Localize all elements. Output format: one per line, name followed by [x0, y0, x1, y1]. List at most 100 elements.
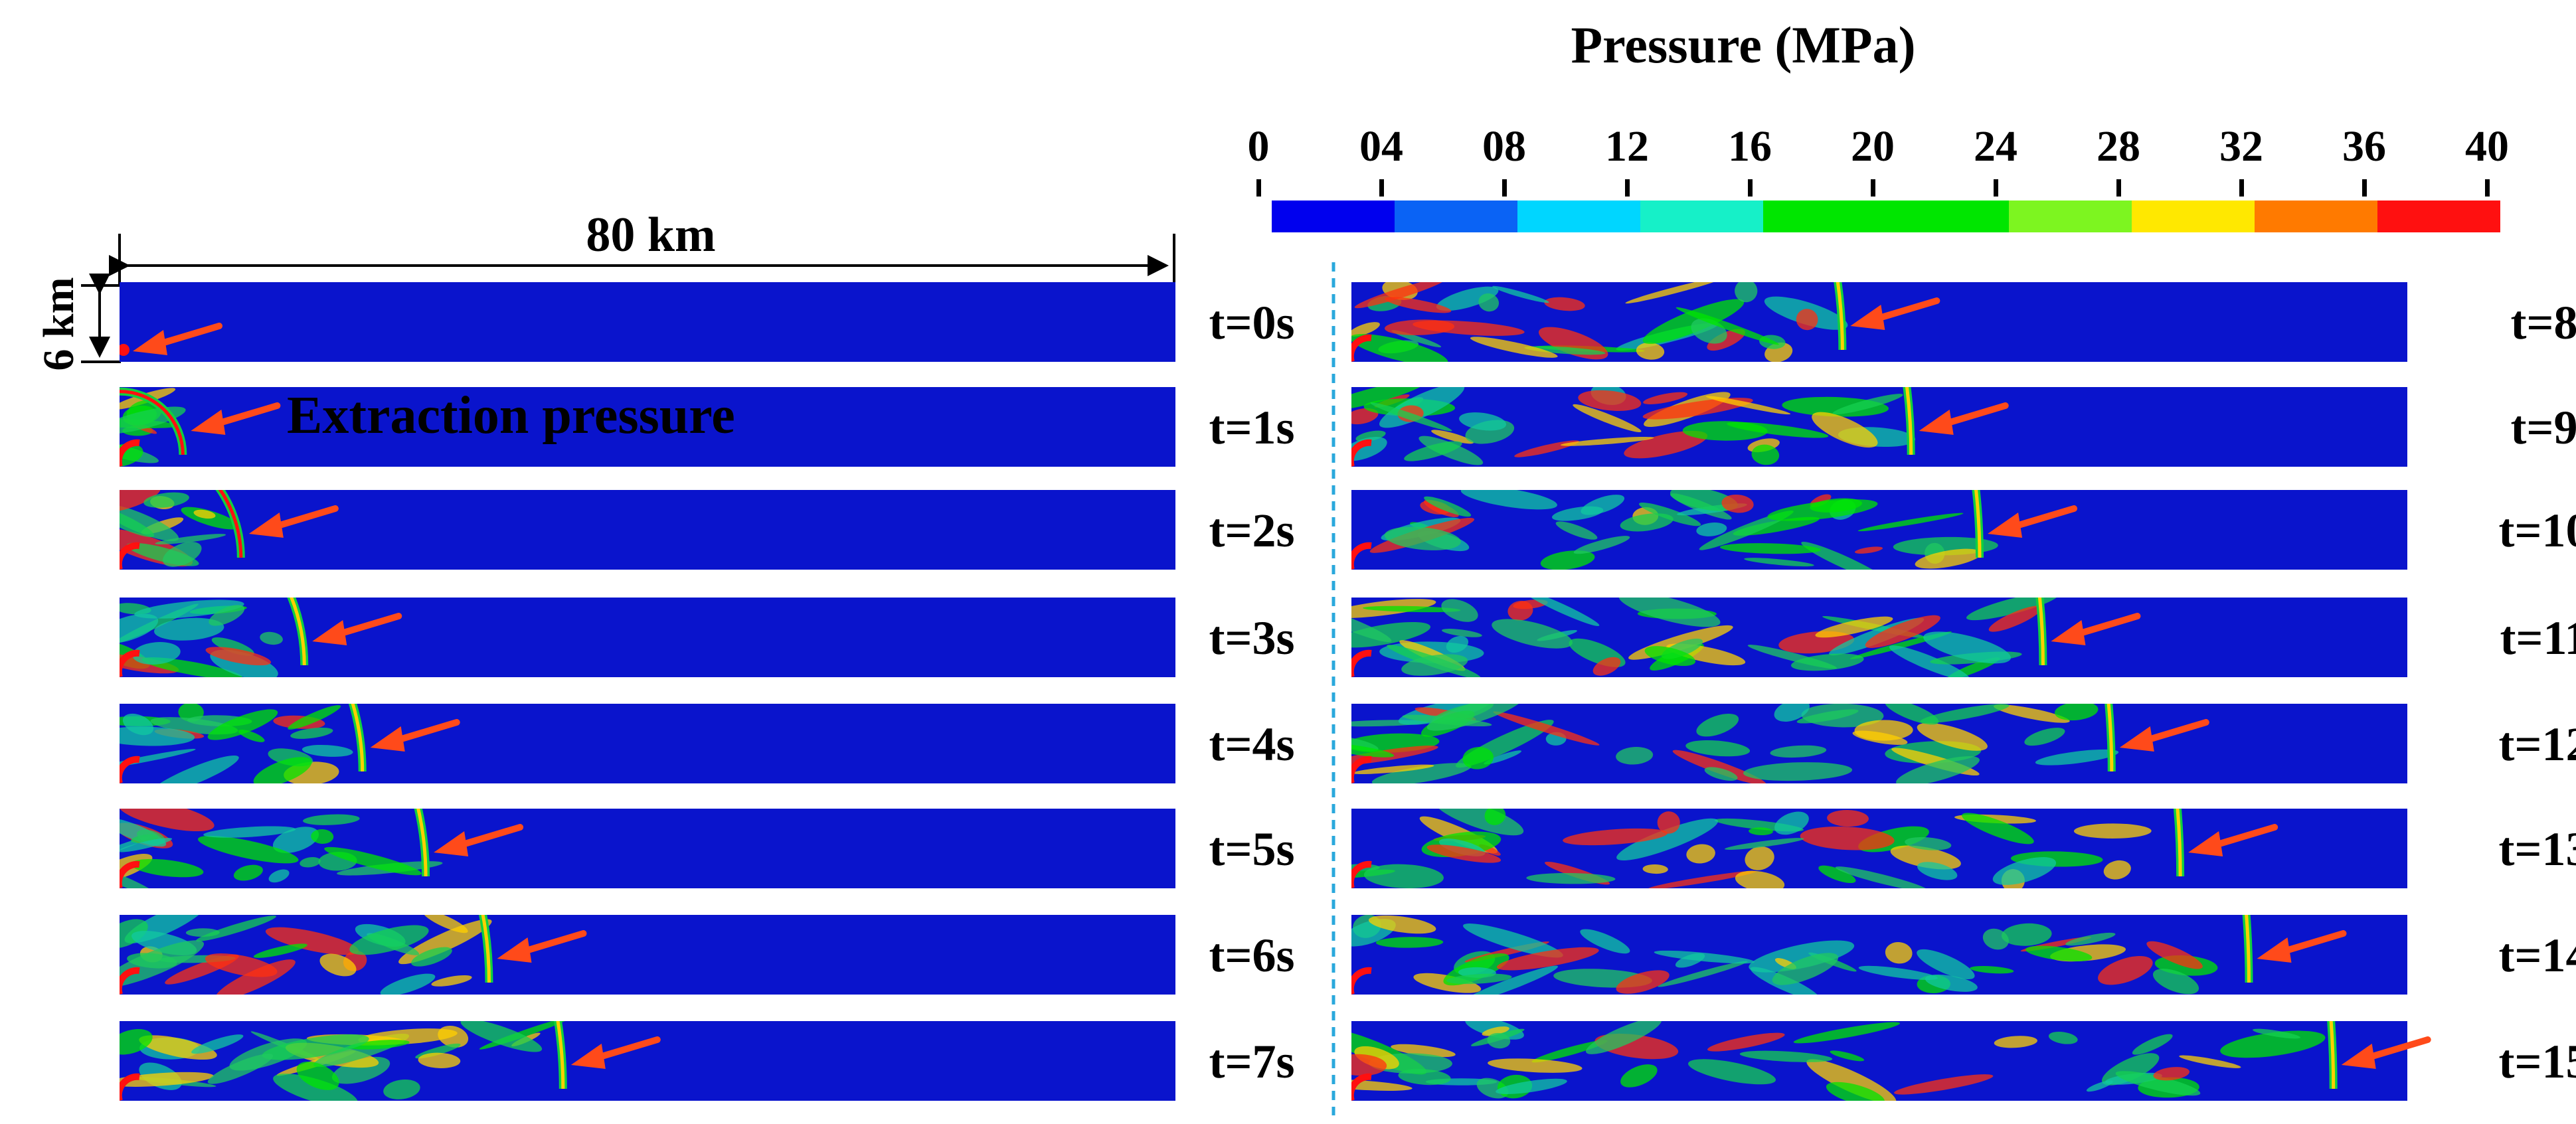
- turbulence-patch: [1620, 513, 1674, 532]
- colorbar-tick-1: 04: [1359, 122, 1403, 171]
- turbulence-patch: [1636, 343, 1665, 360]
- turbulence-patch: [141, 657, 243, 677]
- turbulence-patch: [1384, 526, 1461, 550]
- turbulence-patch: [1696, 714, 1739, 737]
- wavefront-core: [290, 598, 306, 666]
- turbulence-patch: [1351, 1079, 1413, 1091]
- turbulence-patch: [1484, 750, 1522, 765]
- time-label: t=8s: [2510, 296, 2576, 349]
- colorbar-tick-mark-1: [1379, 179, 1384, 197]
- panel-t=11s: t=11s: [1351, 598, 2576, 677]
- turbulence-patch: [1460, 490, 1557, 510]
- turbulence-patch: [120, 503, 155, 538]
- colorbar-tick-5: 20: [1851, 122, 1895, 171]
- source-blob: [1351, 542, 1372, 570]
- front-arrow-head: [312, 620, 347, 645]
- turbulence-patch: [1639, 503, 1701, 526]
- time-label: t=14s: [2498, 929, 2576, 982]
- turbulence-patch: [1351, 322, 1380, 337]
- front-arrow-head: [1919, 410, 1954, 435]
- turbulence-patch: [233, 864, 263, 881]
- source-blob: [120, 967, 140, 995]
- wavefront-core: [351, 704, 365, 772]
- panel-t=15s: t=15s: [1351, 1021, 2576, 1101]
- turbulence-patch: [209, 605, 245, 626]
- panel-t=13s: t=13s: [1351, 809, 2576, 888]
- turbulence-patch: [1696, 522, 1727, 536]
- turbulence-patch: [1815, 616, 1893, 638]
- turbulence-patch: [1351, 743, 1395, 758]
- turbulence-patch: [1459, 412, 1507, 431]
- turbulence-patch: [1446, 973, 1512, 985]
- turbulence-patch: [1826, 1082, 1885, 1101]
- turbulence-patch: [380, 973, 436, 995]
- source-blob: [120, 860, 140, 888]
- source-blob: [120, 1073, 140, 1101]
- turbulence-patch: [296, 1062, 339, 1090]
- turbulence-patch: [1670, 490, 1738, 511]
- front-arrow-head: [2119, 726, 2154, 752]
- colorbar-tick-10: 40: [2465, 122, 2509, 171]
- panel-t=9s: t=9s: [1351, 387, 2576, 467]
- turbulence-patch: [2152, 969, 2199, 995]
- turbulence-patch: [1793, 1022, 1901, 1044]
- turbulence-patch: [253, 757, 312, 783]
- turbulence-patch: [2253, 1028, 2301, 1039]
- colorbar-tick-labels: 0 04 08 12 16 20 24 28 32 36 40: [1248, 122, 2510, 171]
- turbulence-patch: [120, 1029, 153, 1055]
- turbulence-patch: [1434, 809, 1524, 836]
- turbulence-patch: [1484, 809, 1506, 825]
- turbulence-patch: [1351, 334, 1448, 362]
- colorbar-swatches: [1272, 201, 2500, 232]
- turbulence-patch: [2086, 1080, 2113, 1092]
- turbulence-patch: [1704, 767, 1738, 781]
- turbulence-patch: [1994, 704, 2070, 723]
- time-label: t=6s: [1209, 929, 1294, 982]
- turbulence-patch: [431, 975, 472, 987]
- turbulence-patch: [1580, 929, 1630, 954]
- colorbar-tick-7: 28: [2097, 122, 2140, 171]
- turbulence-patch: [1654, 950, 1755, 964]
- turbulence-patch: [1685, 740, 1751, 757]
- front-arrow-head: [1988, 513, 2023, 538]
- source-blob: [120, 756, 140, 783]
- turbulence-patch: [411, 947, 452, 967]
- turbulence-patch: [1470, 337, 1558, 358]
- turbulence-patch: [1370, 402, 1452, 432]
- pressure-field: [120, 387, 1175, 467]
- turbulence-patch: [1442, 629, 1482, 637]
- domain-dimensions: 80 km 6 km: [35, 208, 1175, 371]
- colorbar-tick-mark-6: [1994, 179, 1998, 197]
- turbulence-patch: [1642, 398, 1753, 420]
- turbulence-patch: [1707, 329, 1746, 351]
- panel-t=5s: t=5s: [120, 809, 1295, 888]
- turbulence-patch: [398, 919, 492, 965]
- front-arrow-head: [570, 1044, 606, 1069]
- wavefront-core: [1974, 490, 1982, 558]
- turbulence-patch: [1526, 873, 1616, 884]
- turbulence-patch: [2025, 945, 2093, 961]
- turbulence-patch: [120, 613, 159, 644]
- turbulence-patch: [1560, 436, 1654, 446]
- time-label: t=12s: [2498, 718, 2576, 771]
- turbulence-patch: [1800, 826, 1895, 850]
- turbulence-patch: [1643, 392, 1688, 404]
- turbulence-patch: [1424, 496, 1472, 517]
- turbulence-patch: [2001, 923, 2052, 946]
- source-blob: [1351, 439, 1372, 467]
- turbulence-patch: [1705, 396, 1791, 415]
- wavefront: [1972, 490, 1984, 558]
- turbulence-patch: [1368, 915, 1436, 934]
- turbulence-patch: [303, 814, 360, 825]
- turbulence-patch: [319, 953, 357, 977]
- colorbar-tick-mark-7: [2116, 179, 2121, 197]
- colorbar-swatch-5: [1886, 201, 2009, 232]
- source-blob: [120, 649, 140, 677]
- colorbar-swatch-1: [1395, 201, 1517, 232]
- colorbar-swatch-6: [2009, 201, 2132, 232]
- turbulence-patch: [193, 509, 216, 519]
- turbulence-patch: [1774, 704, 1810, 722]
- turbulence-patch: [1492, 285, 1549, 303]
- turbulence-patch: [1426, 844, 1502, 863]
- colorbar-tick-mark-5: [1871, 179, 1875, 197]
